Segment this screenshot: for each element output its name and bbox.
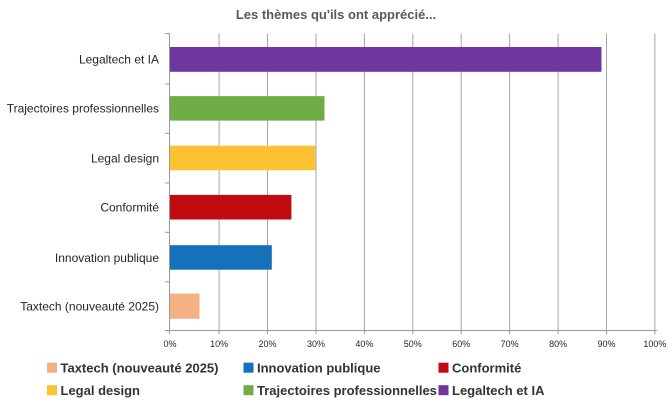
- svg-text:Legaltech et IA: Legaltech et IA: [452, 383, 545, 398]
- svg-text:Conformité: Conformité: [452, 361, 521, 376]
- svg-text:Conformité: Conformité: [100, 201, 159, 215]
- svg-text:0%: 0%: [163, 339, 176, 349]
- svg-text:90%: 90%: [597, 339, 615, 349]
- svg-text:Legal design: Legal design: [61, 383, 141, 398]
- svg-text:Taxtech (nouveauté 2025): Taxtech (nouveauté 2025): [20, 299, 159, 313]
- svg-text:40%: 40%: [355, 339, 373, 349]
- svg-text:80%: 80%: [549, 339, 567, 349]
- svg-text:Les thèmes qu'ils ont apprécié: Les thèmes qu'ils ont apprécié...: [236, 7, 436, 22]
- svg-text:Legaltech et IA: Legaltech et IA: [79, 53, 159, 67]
- svg-text:60%: 60%: [452, 339, 470, 349]
- svg-text:50%: 50%: [404, 339, 422, 349]
- svg-text:Taxtech (nouveauté 2025): Taxtech (nouveauté 2025): [61, 361, 219, 376]
- svg-text:Trajectoires professionnelles: Trajectoires professionnelles: [257, 383, 437, 398]
- svg-text:Innovation publique: Innovation publique: [55, 251, 159, 265]
- svg-text:Legal design: Legal design: [91, 151, 159, 165]
- svg-text:30%: 30%: [307, 339, 325, 349]
- svg-text:Innovation publique: Innovation publique: [257, 361, 381, 376]
- svg-text:100%: 100%: [643, 339, 666, 349]
- svg-text:70%: 70%: [501, 339, 519, 349]
- svg-text:10%: 10%: [210, 339, 228, 349]
- svg-text:20%: 20%: [258, 339, 276, 349]
- svg-text:Trajectoires professionnelles: Trajectoires professionnelles: [7, 102, 159, 116]
